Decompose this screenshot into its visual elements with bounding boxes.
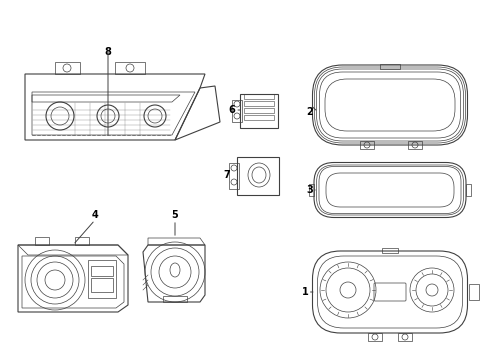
Bar	[380, 64, 400, 69]
Bar	[75, 237, 89, 245]
Bar	[244, 108, 274, 113]
Bar	[91, 266, 113, 276]
Bar	[382, 248, 398, 253]
Bar	[237, 157, 279, 195]
Text: 7: 7	[223, 170, 230, 180]
Text: 8: 8	[104, 47, 111, 57]
Bar	[232, 100, 242, 122]
Bar	[408, 141, 422, 149]
Text: 4: 4	[92, 210, 98, 220]
Text: 2: 2	[307, 107, 314, 117]
Text: 3: 3	[307, 185, 314, 195]
Bar	[244, 115, 274, 120]
Bar	[91, 278, 113, 292]
Bar	[244, 94, 274, 99]
Bar	[88, 260, 116, 298]
Bar	[398, 333, 412, 341]
Bar	[35, 237, 49, 245]
Bar	[466, 184, 471, 196]
Text: 1: 1	[302, 287, 308, 297]
Bar	[240, 94, 278, 128]
Text: 5: 5	[172, 210, 178, 220]
Bar	[468, 284, 479, 300]
Text: 6: 6	[229, 105, 235, 115]
Bar	[229, 163, 239, 189]
Bar	[368, 333, 382, 341]
Bar	[163, 296, 187, 302]
Bar	[309, 184, 314, 196]
Bar	[360, 141, 374, 149]
Bar	[244, 101, 274, 106]
